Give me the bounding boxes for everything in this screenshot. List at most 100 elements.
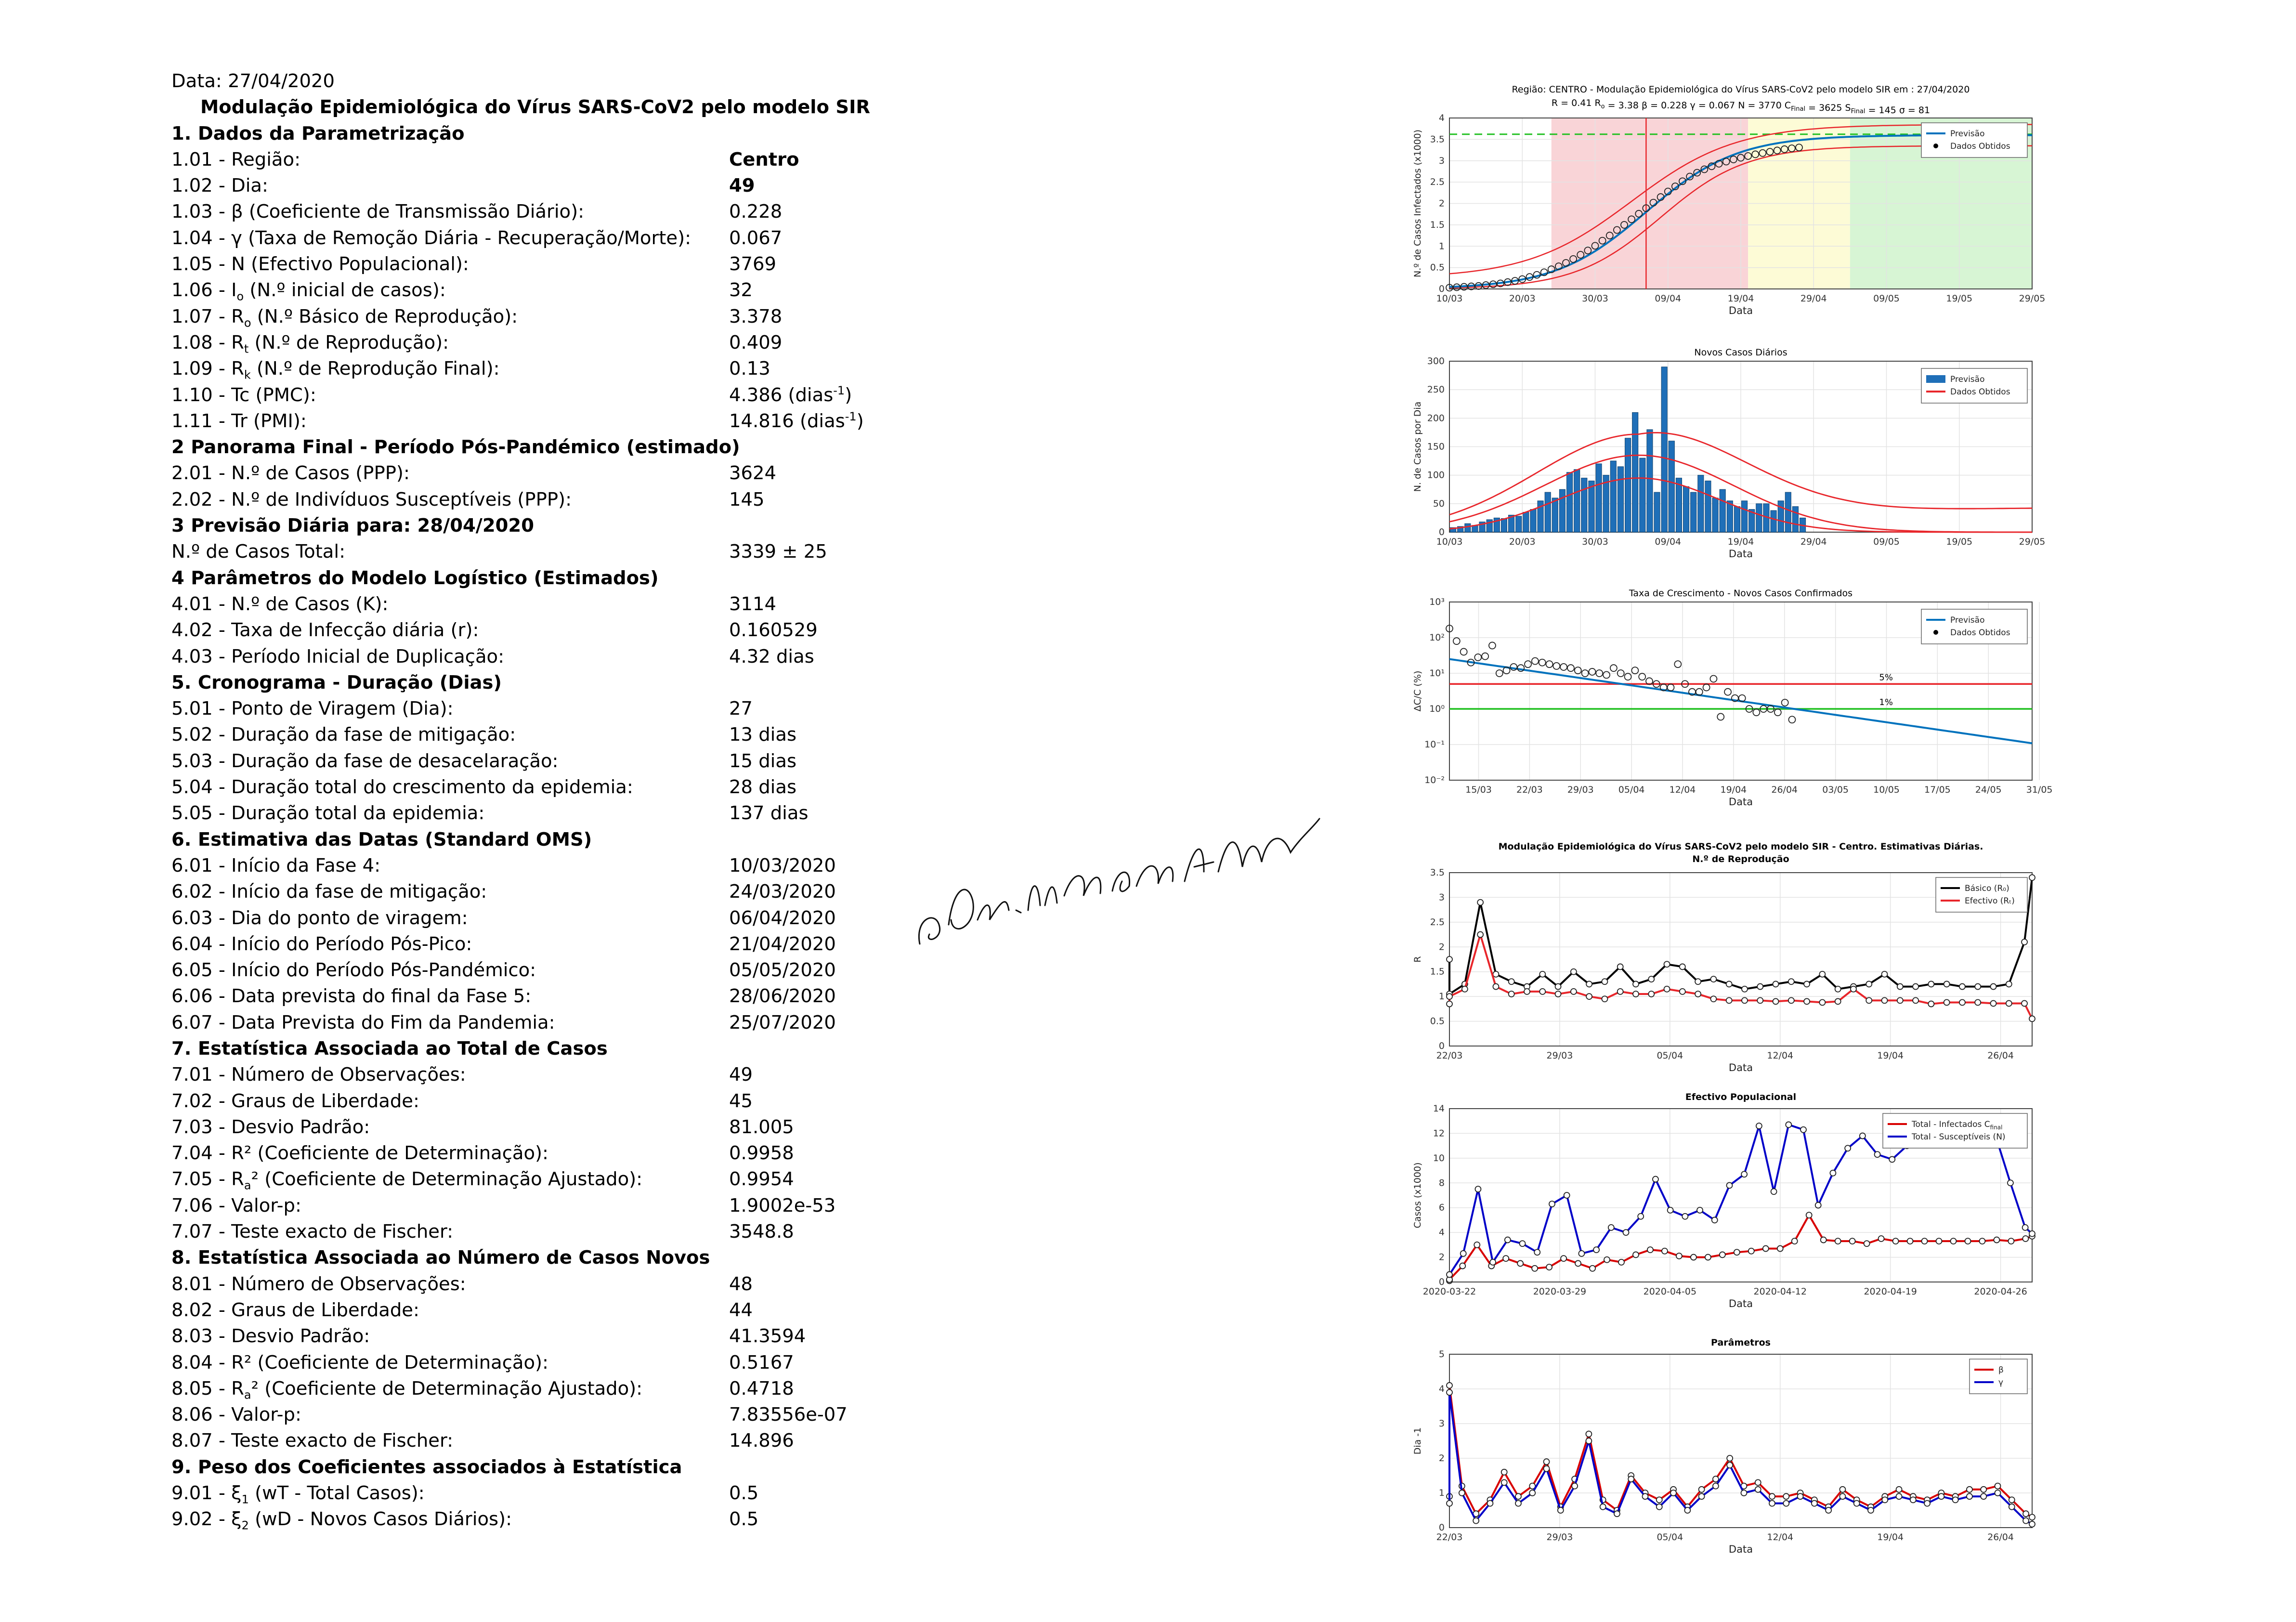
y-tick-label: 4 [1439,1384,1445,1394]
data-point [2005,981,2012,988]
data-point [1921,1238,1928,1245]
observed-point [1531,657,1539,665]
observed-point [1446,284,1453,292]
y-tick-label: 0.5 [1430,262,1445,273]
observed-point [1481,652,1489,660]
report-row: 1.04 - γ (Taxa de Remoção Diária - Recup… [171,225,894,251]
report-label: 2.02 - N.º de Indivíduos Susceptíveis (P… [171,488,572,510]
observed-point [1787,144,1796,152]
report-value: 24/03/2020 [729,881,836,903]
report-label: 2 Panorama Final - Período Pós-Pandémico… [171,436,740,458]
report-value: 49 [729,1064,753,1086]
report-label: 7.06 - Valor-p: [171,1194,301,1216]
daily-bar [1654,492,1660,533]
observed-point [1526,273,1534,281]
observed-point [1624,673,1632,681]
report-row: 6.05 - Início do Período Pós-Pandémico: 0… [171,957,894,983]
y-tick-label: 2.5 [1430,177,1445,187]
data-point [1670,1490,1677,1496]
chart-growth-rate: Taxa de Crescimento - Novos Casos Confir… [1412,588,2053,808]
data-point [1762,1245,1769,1252]
observed-point [1766,148,1774,156]
daily-bar [1595,463,1602,533]
chart-title: Taxa de Crescimento - Novos Casos Confir… [1629,588,1852,599]
y-tick-label: 2.5 [1430,917,1445,928]
data-point [1648,976,1655,983]
report-label: 7.04 - R² (Coeficiente de Determinação): [171,1142,549,1164]
x-tick-label: 19/05 [1946,536,1972,547]
data-point [1628,1476,1635,1483]
data-point [1912,997,1919,1004]
x-tick-label: 05/04 [1618,785,1645,795]
report-row: 1.11 - Tr (PMI): 14.816 (dias-1) [171,408,894,434]
x-tick-label: 29/03 [1547,1532,1573,1543]
observed-point [1545,660,1553,668]
x-tick-label: 2020-03-22 [1423,1286,1476,1297]
data-point [1772,998,1779,1005]
data-point [1825,1507,1832,1514]
y-tick-label: 1 [1439,1488,1445,1498]
x-tick-label: 12/04 [1767,1532,1793,1543]
report-row: 6.03 - Dia do ponto de viragem: 06/04/202… [171,905,894,931]
data-point [1632,991,1639,997]
data-point [1647,1246,1654,1254]
data-point [1571,1482,1578,1490]
observed-point [1562,259,1570,267]
x-tick-label: 12/04 [1670,785,1696,795]
data-point [1834,985,1841,993]
observed-point [1695,688,1703,696]
legend-label: Básico (R₀) [1965,884,2009,893]
report-row: 8.01 - Número de Observações: 48 [171,1271,894,1297]
data-point [1679,963,1686,970]
data-point [1805,1212,1813,1219]
report-row: 7.01 - Número de Observações: 49 [171,1062,894,1088]
report-label: 1.03 - β (Coeficiente de Transmissão Diá… [171,201,585,223]
report-row: 5.04 - Duração total do crescimento da e… [171,774,894,800]
data-point [1935,1238,1943,1245]
y-tick-label: 0 [1439,527,1445,537]
report-row: 4 Parâmetros do Modelo Logístico (Estima… [171,565,894,591]
legend-label: Previsão [1950,375,1985,384]
daily-bar [1705,481,1711,533]
observed-point [1724,688,1732,696]
observed-point [1638,673,1646,681]
observed-point [1584,247,1592,255]
data-point [1585,1438,1592,1444]
x-tick-label: 19/04 [1877,1050,1904,1061]
report-value: 4.386 (dias-1) [729,383,852,406]
daily-bar [1610,460,1617,533]
data-point [1642,1493,1649,1500]
observed-point [1708,162,1716,170]
report-row: 9.01 - ξ1 (wT - Total Casos): 0.5 [171,1480,894,1506]
observed-point [1702,683,1710,692]
daily-bar [1537,500,1544,533]
data-point [1803,998,1810,1005]
observed-point [1502,667,1511,675]
observed-point [1495,669,1503,677]
report-row: 7.02 - Graus de Liberdade: 45 [171,1088,894,1114]
observed-point [1759,149,1767,157]
y-tick-label: 200 [1427,413,1445,423]
data-point [1757,983,1764,990]
data-point [1819,970,1826,978]
observed-point [1504,278,1512,286]
report-label: 6.07 - Data Prevista do Fim da Pandemia: [171,1011,555,1033]
report-value: 0.160529 [729,619,818,641]
y-tick-label: 150 [1427,442,1445,452]
observed-point [1774,708,1782,717]
data-point [1896,997,1904,1004]
data-point [1652,1176,1659,1183]
data-point [1785,1121,1792,1128]
series-line [1448,931,2033,1020]
data-point [1980,1486,1987,1493]
data-point [1797,1493,1804,1500]
data-point [1834,1238,1841,1245]
data-point [1909,1496,1917,1504]
data-point [1560,1255,1567,1262]
data-point [1943,999,1950,1006]
data-point [1698,1486,1705,1493]
data-point [1492,970,1500,978]
x-tick-label: 2020-03-29 [1533,1286,1586,1297]
legend-swatch [1926,375,1945,383]
data-point [1863,1240,1870,1247]
